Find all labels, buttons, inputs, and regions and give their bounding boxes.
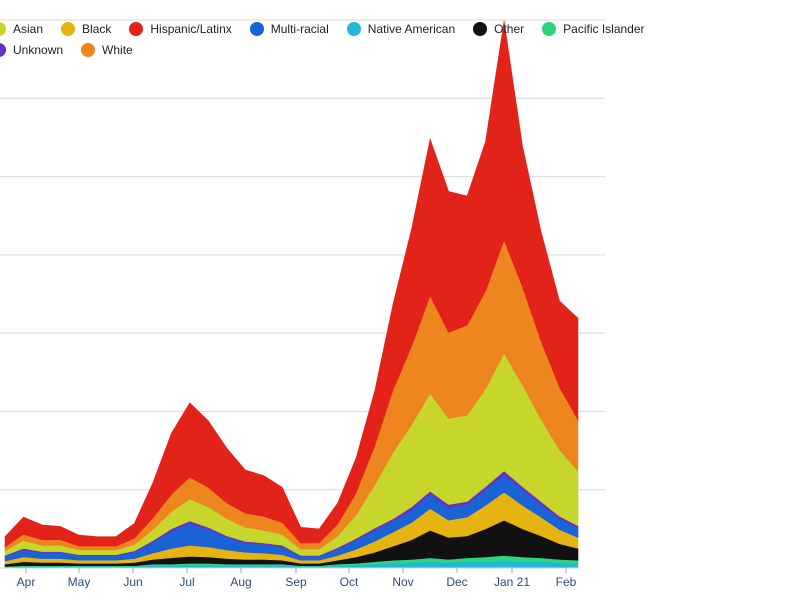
gridlines	[0, 19, 605, 491]
legend-label-white: White	[102, 42, 133, 57]
legend-swatch-asian	[0, 21, 6, 36]
legend-swatch-black	[61, 21, 76, 36]
legend: Asian Black Hispanic/Latinx Multi-racial…	[0, 18, 645, 60]
legend-swatch-unknown	[0, 42, 6, 57]
legend-label-hispanic-latinx: Hispanic/Latinx	[150, 21, 232, 36]
legend-label-unknown: Unknown	[13, 42, 64, 57]
x-tick-label: Jun	[123, 575, 142, 589]
x-tick-label: May	[68, 575, 91, 589]
legend-swatch-pacific-islander	[542, 21, 557, 36]
x-tick-label: Nov	[392, 575, 413, 589]
x-tick-label: Apr	[17, 575, 36, 589]
legend-row-2: Unknown White	[0, 39, 640, 60]
legend-label-black: Black	[82, 21, 112, 36]
legend-label-native-american: Native American	[367, 21, 456, 36]
legend-swatch-native-american	[346, 21, 361, 36]
legend-item-multi-racial[interactable]: Multi-racial	[249, 21, 329, 36]
legend-row-1: Asian Black Hispanic/Latinx Multi-racial…	[0, 18, 645, 39]
x-tick-label: Feb	[556, 575, 577, 589]
area-series-hispanic-latinx	[4, 20, 579, 548]
x-tick-label: Oct	[340, 575, 359, 589]
legend-item-asian[interactable]: Asian	[0, 21, 44, 36]
legend-item-black[interactable]: Black	[61, 21, 112, 36]
legend-swatch-white	[81, 42, 96, 57]
legend-swatch-other	[473, 21, 488, 36]
legend-label-asian: Asian	[13, 21, 44, 36]
x-tick-label: Jul	[179, 575, 194, 589]
legend-item-white[interactable]: White	[81, 42, 133, 57]
legend-swatch-multi-racial	[249, 21, 264, 36]
area-series-group	[4, 20, 579, 569]
x-tick-label: Dec	[446, 575, 467, 589]
x-axis: Apr May Jun Jul Aug Sep Oct Nov Dec Jan 21 Feb	[0, 567, 580, 589]
legend-item-other[interactable]: Other	[473, 21, 525, 36]
legend-label-pacific-islander: Pacific Islander	[563, 21, 645, 36]
x-tick-label: Aug	[230, 575, 251, 589]
x-tick-label: Jan 21	[494, 575, 530, 589]
legend-item-pacific-islander[interactable]: Pacific Islander	[542, 21, 645, 36]
legend-label-other: Other	[494, 21, 525, 36]
legend-swatch-hispanic-latinx	[129, 21, 144, 36]
legend-label-multi-racial: Multi-racial	[270, 21, 329, 36]
legend-item-native-american[interactable]: Native American	[346, 21, 456, 36]
legend-item-unknown[interactable]: Unknown	[0, 42, 64, 57]
legend-item-hispanic-latinx[interactable]: Hispanic/Latinx	[129, 21, 232, 36]
x-tick-label: Sep	[285, 575, 307, 589]
